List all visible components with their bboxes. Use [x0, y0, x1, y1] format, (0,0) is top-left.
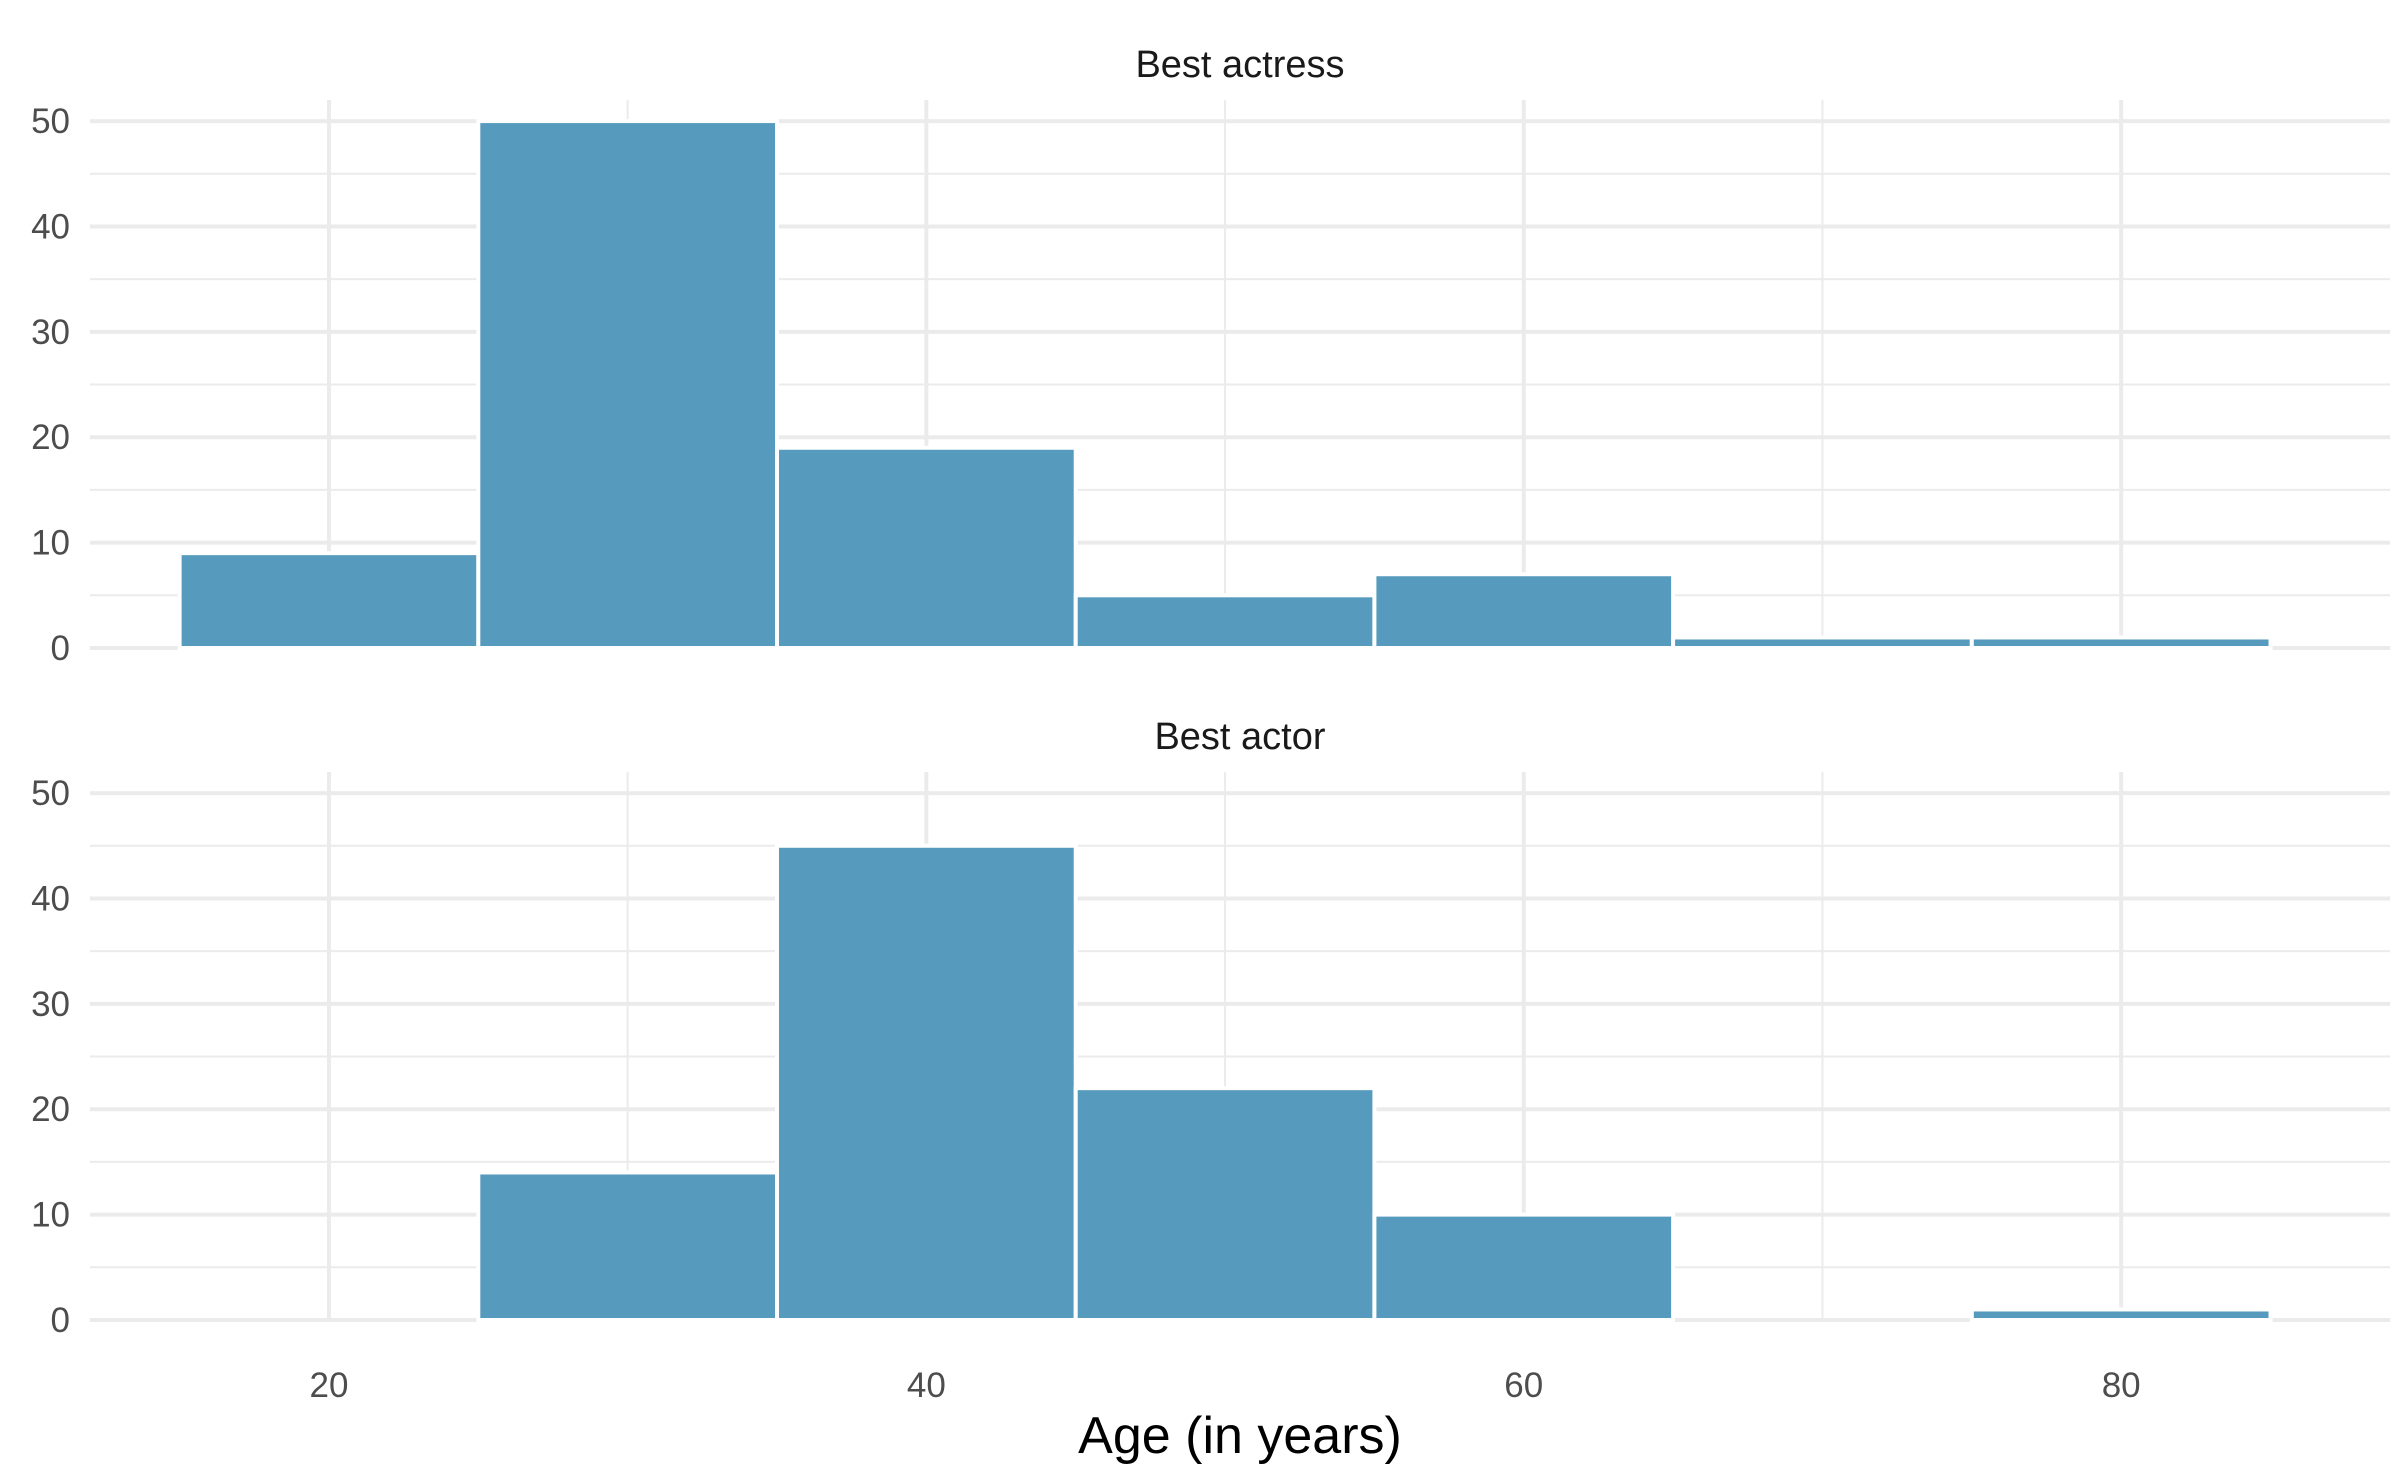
x-tick-label: 20 [309, 1366, 348, 1405]
histogram-bar [775, 445, 1078, 650]
histogram-bar [1073, 593, 1377, 650]
x-tick-label: 60 [1504, 1366, 1543, 1405]
x-axis-title: Age (in years) [1078, 1407, 1402, 1465]
y-tick-label: 50 [31, 774, 70, 813]
histogram-bar [1671, 635, 1974, 651]
y-tick-label: 30 [31, 985, 70, 1024]
y-tick-label: 30 [31, 313, 70, 352]
y-tick-label: 0 [51, 629, 70, 668]
x-axis: 20 40 60 80 [309, 1366, 2140, 1405]
histogram-bar [1969, 1307, 2273, 1323]
histogram-bar [1372, 572, 1676, 651]
y-tick-label: 50 [31, 102, 70, 141]
histogram-bar [476, 119, 780, 651]
x-tick-label: 40 [907, 1366, 946, 1405]
y-tick-label: 20 [31, 1090, 70, 1129]
panel-best-actor: Best actor 0 10 20 30 40 50 [31, 716, 2390, 1340]
histogram-bar [775, 843, 1078, 1322]
panel-title: Best actress [1135, 44, 1344, 86]
y-tick-label: 40 [31, 207, 70, 246]
histogram-bar [1969, 635, 2273, 651]
x-tick-label: 80 [2102, 1366, 2141, 1405]
panel-best-actress: Best actress 0 10 20 30 40 50 [31, 44, 2390, 668]
histogram-bar [476, 1170, 780, 1323]
y-tick-label: 40 [31, 879, 70, 918]
panel-title: Best actor [1154, 716, 1325, 758]
y-tick-label: 20 [31, 418, 70, 457]
histogram-bar [1073, 1086, 1377, 1322]
histogram-bar [177, 551, 481, 651]
y-tick-label: 10 [31, 524, 70, 563]
histogram-bar [1372, 1212, 1676, 1322]
y-tick-label: 0 [51, 1301, 70, 1340]
y-tick-label: 10 [31, 1196, 70, 1235]
